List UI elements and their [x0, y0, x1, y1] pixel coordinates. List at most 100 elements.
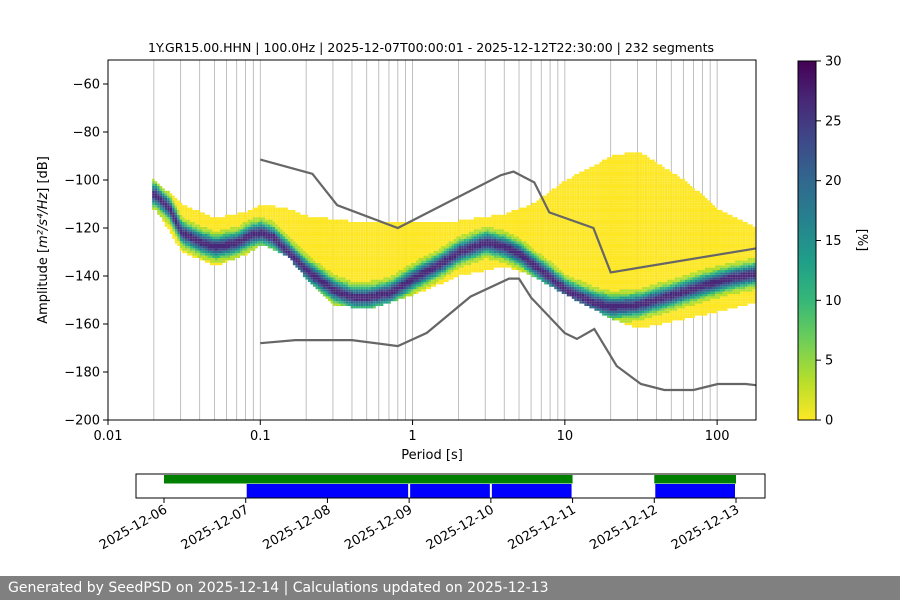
- psd-cell: [531, 265, 535, 268]
- psd-cell: [491, 231, 494, 234]
- psd-cell: [586, 217, 590, 220]
- psd-cell: [355, 267, 359, 270]
- psd-cell: [581, 284, 585, 287]
- psd-cell: [531, 210, 535, 213]
- psd-cell: [421, 236, 424, 239]
- psd-cell: [453, 243, 457, 246]
- psd-cell: [247, 241, 251, 244]
- psd-cell: [333, 243, 336, 246]
- psd-cell: [556, 274, 560, 278]
- psd-cell: [270, 219, 273, 222]
- psd-cell: [556, 212, 560, 215]
- psd-cell: [383, 282, 386, 285]
- psd-cell: [287, 248, 291, 251]
- psd-cell: [586, 236, 590, 239]
- psd-cell: [360, 277, 364, 280]
- psd-cell: [584, 198, 587, 201]
- psd-cell: [433, 260, 437, 263]
- psd-cell: [576, 265, 580, 268]
- psd-cell: [197, 246, 200, 249]
- psd-cell: [539, 198, 542, 201]
- psd-cell: [338, 282, 341, 285]
- psd-cell: [270, 224, 273, 227]
- psd-cell: [297, 224, 301, 227]
- psd-cell: [458, 236, 462, 239]
- psd-cell: [466, 260, 469, 263]
- psd-cell: [348, 248, 351, 251]
- psd-cell: [519, 219, 522, 222]
- psd-cell: [323, 229, 326, 232]
- psd-cell: [546, 226, 550, 230]
- psd-cell: [335, 234, 339, 237]
- psd-cell: [544, 241, 547, 244]
- psd-cell: [589, 298, 592, 302]
- psd-cell: [569, 248, 572, 251]
- psd-cell: [491, 226, 494, 230]
- psd-cell: [591, 262, 595, 266]
- psd-cell: [529, 210, 532, 213]
- psd-cell: [526, 241, 530, 244]
- psd-cell: [250, 234, 253, 237]
- psd-cell: [295, 262, 298, 266]
- psd-cell: [524, 231, 527, 234]
- psd-cell: [348, 258, 351, 261]
- psd-cell: [571, 212, 575, 215]
- psd-cell: [483, 224, 487, 227]
- psd-cell: [436, 253, 439, 256]
- psd-cell: [571, 207, 575, 210]
- psd-cell: [539, 255, 542, 258]
- psd-cell: [368, 229, 371, 232]
- psd-cell: [204, 248, 208, 251]
- psd-cell: [586, 277, 590, 280]
- psd-cell: [458, 272, 462, 275]
- psd-cell: [230, 241, 233, 244]
- psd-cell: [431, 248, 434, 251]
- psd-cell: [569, 183, 572, 186]
- psd-cell: [534, 265, 537, 268]
- psd-cell: [451, 250, 454, 254]
- psd-cell: [594, 274, 597, 278]
- psd-cell: [348, 279, 351, 282]
- psd-cell: [438, 270, 442, 273]
- psd-cell: [413, 241, 416, 244]
- psd-cell: [275, 236, 278, 239]
- psd-cell: [235, 250, 238, 254]
- psd-cell: [315, 246, 319, 249]
- psd-cell: [559, 265, 562, 268]
- psd-cell: [546, 260, 550, 263]
- psd-cell: [370, 303, 374, 306]
- psd-cell: [222, 246, 226, 249]
- psd-cell: [566, 212, 570, 215]
- psd-cell: [340, 231, 344, 234]
- psd-cell: [458, 270, 462, 273]
- psd-cell: [378, 250, 381, 254]
- psd-cell: [549, 258, 552, 261]
- psd-cell: [531, 231, 535, 234]
- psd-cell: [199, 241, 203, 244]
- psd-cell: [453, 236, 457, 239]
- psd-cell: [513, 219, 517, 222]
- psd-cell: [204, 229, 208, 232]
- psd-cell: [179, 217, 183, 220]
- psd-cell: [534, 207, 537, 210]
- psd-cell: [481, 253, 484, 256]
- psd-cell: [265, 234, 268, 237]
- psd-cell: [421, 222, 424, 225]
- psd-cell: [167, 190, 170, 194]
- psd-cell: [556, 193, 560, 196]
- psd-cell: [410, 272, 414, 275]
- psd-cell: [501, 217, 504, 220]
- psd-cell: [574, 246, 577, 249]
- psd-cell: [335, 296, 339, 299]
- psd-cell: [581, 212, 585, 215]
- psd-cell: [461, 250, 464, 254]
- psd-cell: [579, 183, 582, 186]
- psd-cell: [212, 226, 215, 230]
- psd-cell: [491, 229, 494, 232]
- psd-cell: [403, 229, 406, 232]
- psd-cell: [511, 241, 514, 244]
- psd-cell: [350, 272, 354, 275]
- psd-cell: [157, 186, 160, 189]
- psd-cell: [576, 195, 580, 198]
- psd-cell: [513, 231, 517, 234]
